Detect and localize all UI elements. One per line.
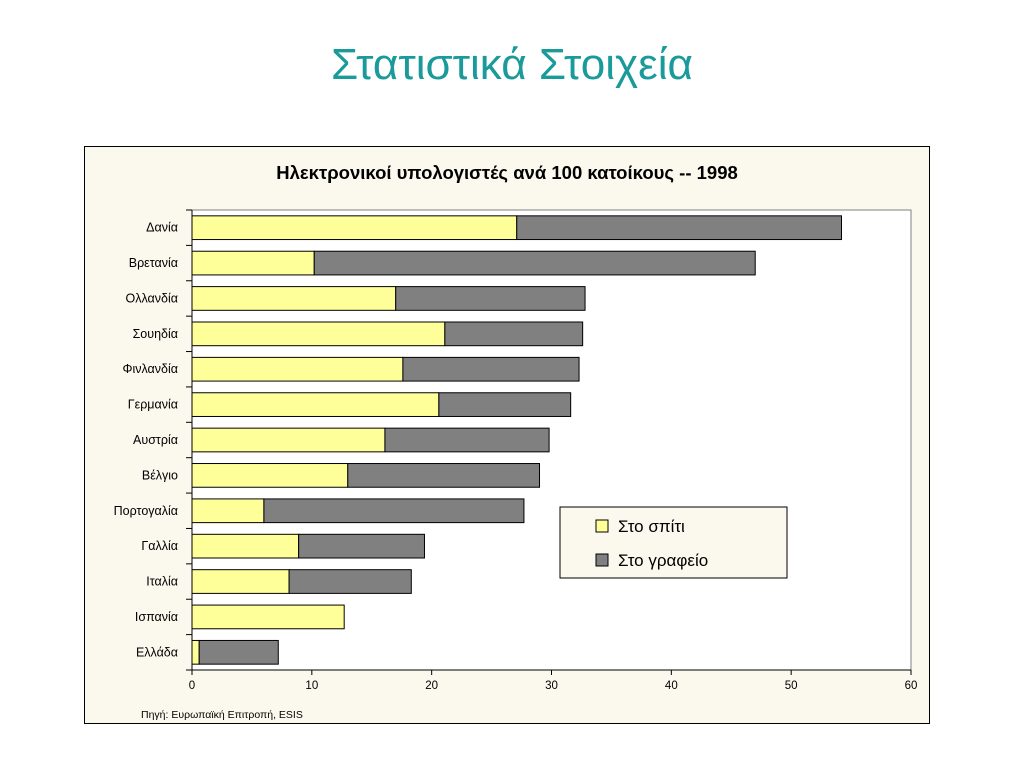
bar-home-1	[191, 250, 315, 276]
legend-label-office: Στο γραφείο	[618, 551, 708, 570]
bar-chart: Ηλεκτρονικοί υπολογιστές ανά 100 κατοίκο…	[114, 162, 918, 721]
category-label: Βέλγιο	[142, 468, 178, 482]
bar-home-6	[191, 427, 386, 453]
bar-office-3	[444, 321, 584, 347]
bar-home-12	[191, 639, 200, 665]
bar-office-4	[402, 356, 580, 382]
bar-office-2	[395, 286, 586, 311]
chart-frame: Ηλεκτρονικοί υπολογιστές ανά 100 κατοίκο…	[84, 146, 930, 724]
bar-office-12	[198, 639, 279, 665]
category-label: Αυστρία	[133, 433, 178, 447]
x-tick-label: 30	[545, 680, 558, 692]
category-label: Γαλλία	[141, 539, 178, 553]
bar-office-7	[347, 463, 541, 488]
category-label: Φινλανδία	[123, 362, 179, 376]
bar-home-4	[191, 356, 404, 382]
bar-office-10	[288, 569, 412, 594]
category-label: Βρετανία	[129, 256, 178, 270]
bars-group	[191, 215, 842, 665]
x-tick-label: 60	[905, 680, 918, 692]
bar-office-1	[313, 250, 756, 276]
category-label: Σουηδία	[133, 327, 178, 341]
bar-home-9	[191, 533, 300, 559]
bar-home-8	[191, 498, 265, 524]
bar-home-2	[191, 286, 397, 311]
legend-swatch-office	[595, 553, 609, 567]
bar-home-10	[191, 569, 290, 594]
legend: Στο σπίτι Στο γραφείο	[559, 506, 788, 579]
bar-office-6	[384, 427, 550, 453]
x-tick-label: 20	[425, 680, 438, 692]
slide-title: Στατιστικά Στοιχεία	[331, 40, 693, 89]
bar-home-3	[191, 321, 446, 347]
bar-office-0	[516, 215, 842, 241]
category-label: Δανία	[146, 221, 178, 235]
category-label: Ολλανδία	[126, 291, 178, 305]
bar-office-8	[263, 498, 525, 524]
category-label: Ισπανία	[135, 610, 178, 624]
bar-home-5	[191, 392, 440, 417]
x-tick-label: 40	[665, 680, 678, 692]
legend-swatch-home	[595, 519, 609, 533]
axes-group: Δανία Βρετανία Ολλανδία Σουηδία Φινλανδία Γερ…	[114, 209, 918, 692]
category-label: Ελλάδα	[136, 645, 178, 659]
bar-home-0	[191, 215, 518, 241]
x-tick-label: 50	[785, 680, 798, 692]
x-tick-label: 0	[189, 680, 195, 692]
legend-label-home: Στο σπίτι	[618, 517, 685, 536]
bar-home-11	[191, 604, 345, 630]
category-label: Πορτογαλία	[114, 504, 178, 518]
category-label: Ιταλία	[146, 575, 178, 589]
category-label: Γερμανία	[128, 398, 178, 412]
source-note: Πηγή: Ευρωπαϊκή Επιτροπή, ESIS	[141, 709, 303, 721]
bar-home-7	[191, 463, 349, 488]
bar-office-5	[438, 392, 572, 417]
x-tick-label: 10	[305, 680, 318, 692]
chart-title: Ηλεκτρονικοί υπολογιστές ανά 100 κατοίκο…	[276, 162, 738, 183]
bar-office-9	[298, 533, 425, 559]
